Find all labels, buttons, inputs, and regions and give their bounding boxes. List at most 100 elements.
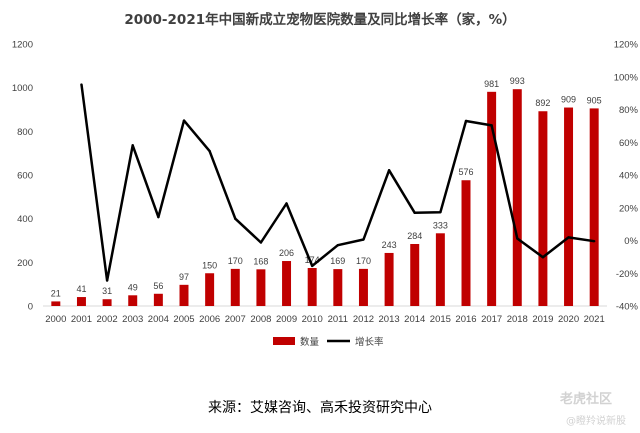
- bar-value-label: 170: [356, 256, 371, 266]
- bar: [333, 269, 343, 306]
- bar-value-label: 981: [484, 79, 499, 89]
- right-tick-label: -20%: [616, 269, 639, 280]
- x-tick-label: 2019: [532, 314, 553, 325]
- growth-rate-point: [285, 202, 288, 205]
- x-tick-label: 2004: [148, 314, 169, 325]
- growth-rate-point: [490, 124, 493, 127]
- bar-value-label: 31: [102, 286, 112, 296]
- bar: [538, 111, 548, 306]
- bar: [76, 297, 86, 306]
- bar-value-label: 56: [153, 281, 163, 291]
- bar: [487, 91, 497, 306]
- growth-rate-point: [157, 215, 160, 219]
- bar-value-label: 905: [587, 95, 602, 105]
- growth-rate-point: [234, 217, 237, 220]
- growth-rate-point: [439, 210, 442, 214]
- x-tick-label: 2014: [404, 314, 425, 325]
- chart-title: 2000-2021年中国新成立宠物医院数量及同比增长率（家，%）: [124, 11, 515, 28]
- right-tick-label: 20%: [619, 203, 639, 214]
- bar: [51, 301, 61, 306]
- growth-rate-point: [310, 264, 314, 268]
- left-tick-label: 400: [17, 214, 33, 225]
- bar: [230, 268, 240, 306]
- bar-value-label: 333: [433, 220, 448, 230]
- bar-value-label: 284: [407, 231, 422, 241]
- x-tick-label: 2007: [225, 314, 246, 325]
- x-tick-label: 2005: [173, 314, 194, 325]
- growth-rate-point: [516, 237, 519, 240]
- watermark-logo: 老虎社区: [560, 392, 613, 407]
- growth-rate-point: [464, 119, 468, 123]
- bar-value-label: 993: [510, 76, 525, 86]
- x-tick-label: 2003: [122, 314, 143, 325]
- bar: [564, 107, 574, 306]
- growth-rate-point: [567, 236, 570, 239]
- legend-label-line: 增长率: [355, 336, 384, 348]
- bar-value-label: 49: [128, 282, 138, 292]
- bar-data-labels: 21 41 31 49 56 97 150 170 168 206 174 169 170 243 284 3…: [51, 76, 602, 298]
- x-tick-label: 2009: [276, 314, 297, 325]
- bar: [512, 89, 522, 306]
- x-tick-label: 2002: [97, 314, 118, 325]
- growth-rate-point: [259, 241, 263, 244]
- bar: [102, 299, 112, 306]
- bar-value-label: 174: [305, 255, 320, 265]
- bar-value-label: 169: [330, 256, 345, 266]
- growth-rate-point: [336, 244, 340, 247]
- x-tick-label: 2020: [558, 314, 579, 325]
- x-tick-label: 2001: [71, 314, 92, 325]
- bar: [179, 284, 189, 306]
- x-tick-label: 2008: [250, 314, 271, 325]
- right-axis: -40% -20% 0% 20% 40% 60% 80% 100% 120%: [614, 40, 639, 313]
- x-tick-label: 2012: [353, 314, 374, 325]
- right-tick-label: 120%: [614, 40, 639, 51]
- bar: [256, 269, 266, 306]
- bar-value-label: 170: [228, 256, 243, 266]
- growth-rate-point: [208, 149, 211, 153]
- x-tick-label: 2006: [199, 314, 220, 325]
- bar: [128, 295, 138, 306]
- right-tick-label: 60%: [619, 138, 639, 149]
- bar-value-label: 150: [202, 260, 217, 270]
- bar-value-label: 909: [561, 95, 576, 105]
- bar: [307, 268, 317, 306]
- bar: [589, 108, 599, 307]
- growth-rate-point: [541, 256, 545, 259]
- growth-rate-point: [131, 144, 134, 147]
- legend-label-bar: 数量: [300, 336, 320, 348]
- bar: [461, 180, 471, 306]
- left-tick-label: 600: [17, 171, 33, 182]
- bar-series: [51, 89, 599, 307]
- x-axis: 2000 2001 2002 2003 2004 2005 2006 2007 2008 2009…: [45, 314, 605, 325]
- x-tick-label: 2013: [379, 314, 400, 325]
- bar-value-label: 892: [535, 98, 550, 108]
- bar: [358, 268, 368, 306]
- line-series: [80, 83, 596, 282]
- left-tick-label: 200: [17, 258, 33, 269]
- x-tick-label: 2018: [507, 314, 528, 325]
- bar-value-label: 168: [253, 256, 268, 266]
- bar-value-label: 97: [179, 272, 189, 282]
- right-tick-label: 100%: [614, 72, 639, 83]
- legend: 数量 增长率: [273, 336, 384, 348]
- bar-value-label: 41: [76, 284, 86, 294]
- right-tick-label: 80%: [619, 105, 639, 116]
- x-tick-label: 2000: [45, 314, 66, 325]
- source-note: 来源：艾媒咨询、高禾投资研究中心: [208, 400, 432, 416]
- bar-value-label: 21: [51, 288, 61, 298]
- growth-rate-point: [413, 211, 416, 215]
- x-tick-label: 2015: [430, 314, 451, 325]
- growth-rate-point: [592, 239, 596, 243]
- watermark-handle: @瞪羚说新股: [566, 416, 626, 427]
- x-tick-label: 2010: [302, 314, 323, 325]
- bar: [205, 273, 215, 306]
- right-tick-label: -40%: [616, 302, 639, 313]
- x-tick-label: 2017: [481, 314, 502, 325]
- left-tick-label: 800: [17, 127, 33, 138]
- bar-value-label: 243: [382, 240, 397, 250]
- left-tick-label: 0: [28, 302, 33, 313]
- growth-rate-point: [105, 279, 109, 282]
- growth-rate-point: [182, 119, 186, 122]
- bar: [282, 261, 292, 306]
- right-tick-label: 40%: [619, 171, 639, 182]
